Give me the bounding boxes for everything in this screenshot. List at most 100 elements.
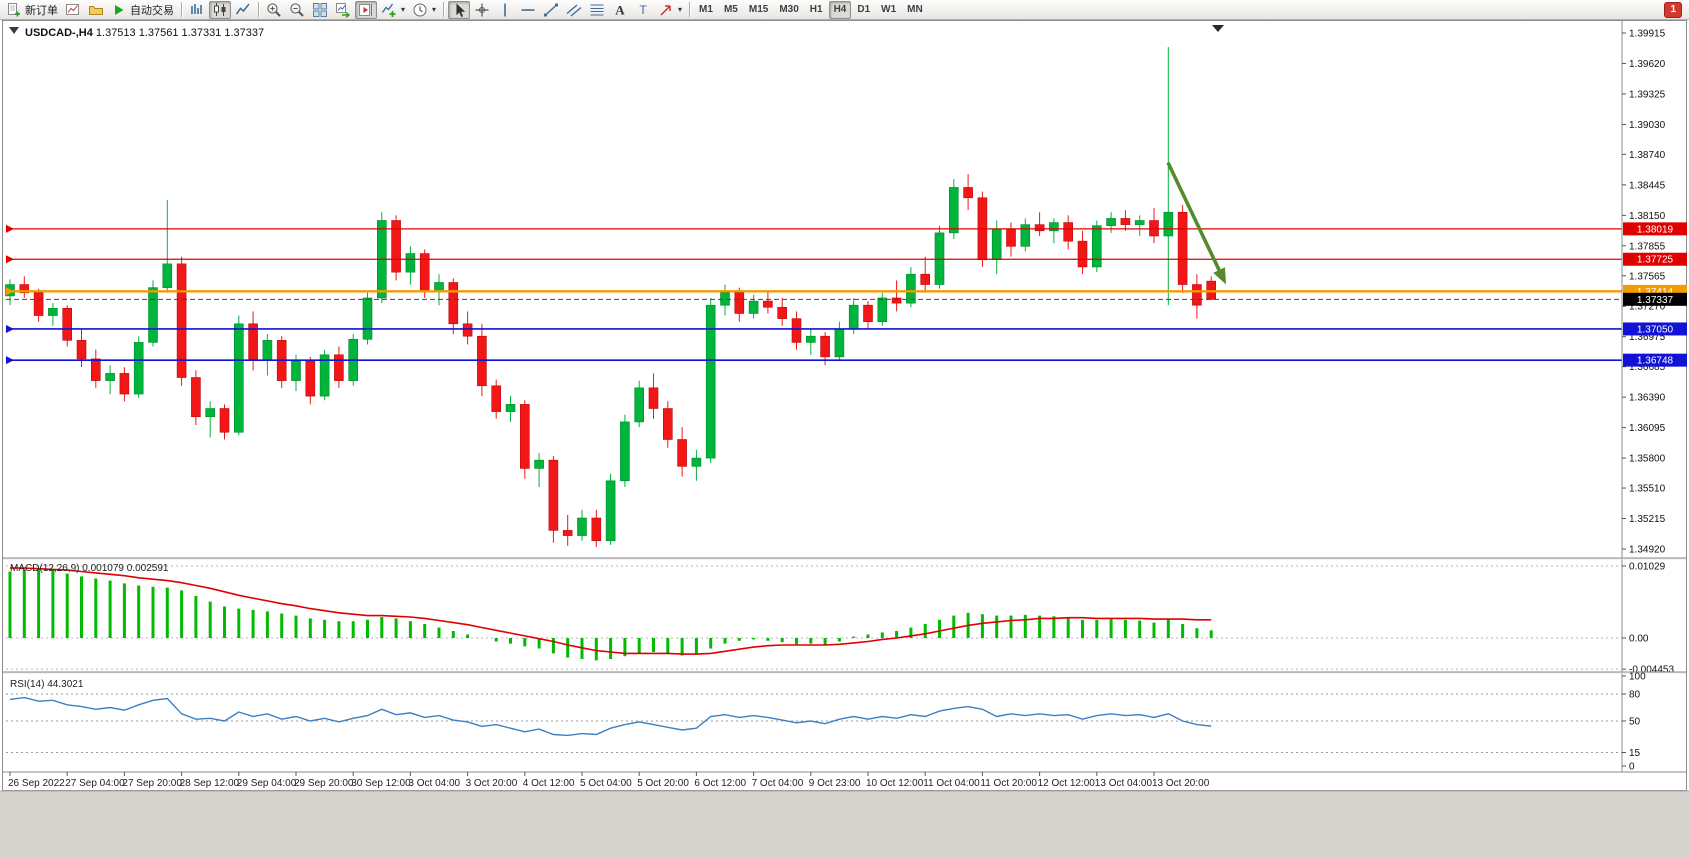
new-order-button-label: 新订单 xyxy=(25,4,58,17)
autoscroll-icon xyxy=(336,2,351,18)
svg-text:27 Sep 04:00: 27 Sep 04:00 xyxy=(65,778,125,789)
svg-text:1.36390: 1.36390 xyxy=(1629,393,1666,404)
svg-text:0.01029: 0.01029 xyxy=(1629,561,1666,572)
crosshair-button[interactable] xyxy=(471,1,493,19)
svg-text:1.38019: 1.38019 xyxy=(1637,224,1674,235)
svg-text:1.39915: 1.39915 xyxy=(1629,29,1666,40)
zoom-out-button[interactable] xyxy=(286,1,308,19)
candles-icon xyxy=(214,2,226,16)
toolbar-separator xyxy=(258,2,259,17)
svg-text:1.39030: 1.39030 xyxy=(1629,120,1666,131)
indicators-button[interactable]: ▾ xyxy=(378,1,408,19)
channel-icon xyxy=(566,3,582,17)
dropdown-caret-icon: ▾ xyxy=(678,5,683,14)
svg-text:1.37337: 1.37337 xyxy=(1637,295,1674,306)
svg-text:1.36685: 1.36685 xyxy=(1629,362,1666,373)
svg-text:T: T xyxy=(639,3,647,17)
svg-text:1.37270: 1.37270 xyxy=(1629,302,1666,313)
price-badge-1.37725: 1.37725 xyxy=(1623,252,1687,266)
arrows-button[interactable]: ▾ xyxy=(655,1,685,19)
charts-window-button[interactable] xyxy=(62,1,84,19)
svg-text:4 Oct 12:00: 4 Oct 12:00 xyxy=(523,778,575,789)
svg-text:A: A xyxy=(615,2,625,17)
svg-text:29 Sep 20:00: 29 Sep 20:00 xyxy=(294,778,354,789)
doc-plus-icon xyxy=(8,2,20,16)
svg-text:5 Oct 04:00: 5 Oct 04:00 xyxy=(580,778,632,789)
svg-text:1.36975: 1.36975 xyxy=(1629,332,1666,343)
timeframe-d1-button[interactable]: D1 xyxy=(857,4,871,15)
horizontal-level-lines[interactable] xyxy=(6,224,1622,365)
timeframe-h4-button[interactable]: H4 xyxy=(828,0,852,19)
fibo-icon xyxy=(590,3,604,16)
svg-text:26 Sep 2022: 26 Sep 2022 xyxy=(8,778,65,789)
toolbar-separator xyxy=(689,2,691,17)
channel-button[interactable] xyxy=(563,1,585,19)
trendline-button[interactable] xyxy=(540,1,562,19)
bar-chart-button[interactable] xyxy=(186,1,208,19)
line-chart-button[interactable] xyxy=(232,1,254,19)
cursor-button[interactable] xyxy=(448,0,471,19)
arrows-icon xyxy=(660,4,671,16)
rsi-line xyxy=(9,696,1212,737)
svg-text:6 Oct 12:00: 6 Oct 12:00 xyxy=(694,778,746,789)
timeframe-m15-button[interactable]: M15 xyxy=(748,4,769,15)
autotrading-button[interactable]: 自动交易 xyxy=(108,1,177,19)
vertical-line-button[interactable] xyxy=(494,1,516,19)
svg-text:13 Oct 20:00: 13 Oct 20:00 xyxy=(1152,778,1210,789)
svg-text:100: 100 xyxy=(1629,672,1646,683)
dropdown-caret-icon: ▾ xyxy=(401,5,406,14)
new-order-button[interactable]: 新订单 xyxy=(3,1,61,19)
hline-left-marker xyxy=(6,287,14,296)
profiles-button[interactable] xyxy=(85,1,107,19)
timeframe-m1-button[interactable]: M1 xyxy=(699,4,713,15)
label-button[interactable]: T xyxy=(632,1,654,19)
timeframe-w1-button[interactable]: W1 xyxy=(881,4,897,15)
periods-button[interactable]: ▾ xyxy=(409,1,439,19)
autotrading-button-label: 自动交易 xyxy=(130,4,174,17)
svg-text:1.37565: 1.37565 xyxy=(1629,271,1666,282)
svg-text:27 Sep 20:00: 27 Sep 20:00 xyxy=(122,778,182,789)
auto-scroll-button[interactable] xyxy=(332,1,354,19)
candlestick-chart-button[interactable] xyxy=(209,0,231,19)
clock-icon xyxy=(413,3,427,16)
svg-text:1.37855: 1.37855 xyxy=(1629,241,1666,252)
tile-windows-button[interactable] xyxy=(309,1,331,19)
hline-left-marker xyxy=(6,255,14,264)
timeframe-m30-button[interactable]: M30 xyxy=(779,4,799,15)
timeframe-mn-button[interactable]: MN xyxy=(907,4,923,15)
bars-icon xyxy=(191,3,202,14)
chart-canvas[interactable]: USDCAD-,H4 1.37513 1.37561 1.37331 1.373… xyxy=(0,20,1689,857)
notification-badge[interactable]: 1 xyxy=(1664,1,1682,18)
svg-text:1.38150: 1.38150 xyxy=(1629,211,1666,222)
svg-text:11 Oct 20:00: 11 Oct 20:00 xyxy=(980,778,1037,789)
svg-text:1.36748: 1.36748 xyxy=(1637,356,1674,367)
horizontal-line-button[interactable] xyxy=(517,1,539,19)
svg-text:3 Oct 04:00: 3 Oct 04:00 xyxy=(408,778,460,789)
rsi-panel[interactable]: 100 80 50 15 0 RSI(14) 44.3021 xyxy=(3,671,1686,773)
svg-text:1.36095: 1.36095 xyxy=(1629,423,1666,434)
price-axis: 1.39915 1.39620 1.39325 1.39030 1.38740 1.384… xyxy=(1621,21,1666,772)
svg-text:13 Oct 04:00: 13 Oct 04:00 xyxy=(1095,778,1153,789)
trendline-icon xyxy=(544,3,559,16)
chart-shift-button[interactable] xyxy=(355,0,377,19)
svg-text:11 Oct 04:00: 11 Oct 04:00 xyxy=(923,778,980,789)
svg-text:1.35215: 1.35215 xyxy=(1629,514,1666,525)
price-panel[interactable] xyxy=(5,25,1623,547)
trend-arrow-annotation[interactable] xyxy=(1166,161,1226,285)
timeframe-m5-button[interactable]: M5 xyxy=(723,4,738,15)
zoom-in-icon xyxy=(267,2,281,17)
one-click-trading-icon[interactable] xyxy=(9,27,19,34)
svg-text:1.35510: 1.35510 xyxy=(1629,484,1666,495)
chart-shift-marker-icon[interactable] xyxy=(1212,25,1224,32)
text-button[interactable]: A xyxy=(609,1,631,19)
timeframe-h1-button[interactable]: H1 xyxy=(809,4,823,15)
chart-win-icon xyxy=(66,3,79,15)
macd-panel[interactable]: 0.01029 0.00 -0.004453 MACD(12,26,9) 0.0010… xyxy=(3,557,1686,676)
price-badge-1.37050: 1.37050 xyxy=(1623,322,1687,336)
svg-text:0: 0 xyxy=(1629,762,1635,773)
fibonacci-button[interactable] xyxy=(586,1,608,19)
zoom-in-button[interactable] xyxy=(263,1,285,19)
price-badge-1.38019: 1.38019 xyxy=(1623,222,1687,236)
macd-signal-line xyxy=(10,567,1212,655)
